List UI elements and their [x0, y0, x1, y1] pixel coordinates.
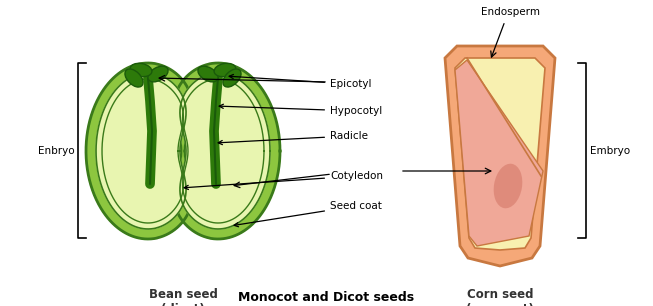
Text: Cotyledon: Cotyledon [184, 171, 383, 189]
Ellipse shape [223, 69, 241, 87]
Text: Bean seed
(dicot): Bean seed (dicot) [149, 288, 217, 306]
Polygon shape [174, 63, 280, 239]
Text: Hypocotyl: Hypocotyl [219, 104, 382, 116]
Polygon shape [180, 73, 270, 229]
Ellipse shape [214, 63, 236, 77]
Ellipse shape [198, 66, 218, 82]
Text: Corn seed
(monocot): Corn seed (monocot) [466, 288, 534, 306]
Text: Monocot and Dicot seeds: Monocot and Dicot seeds [238, 291, 414, 304]
Text: Epicotyl: Epicotyl [229, 74, 372, 89]
Ellipse shape [148, 66, 168, 82]
Ellipse shape [130, 63, 152, 77]
Text: Embryo: Embryo [590, 146, 630, 156]
Polygon shape [445, 46, 555, 266]
Text: Enbryo: Enbryo [39, 146, 75, 156]
Text: Endosperm: Endosperm [481, 7, 539, 17]
Text: Seed coat: Seed coat [234, 201, 382, 227]
Polygon shape [86, 63, 192, 239]
Polygon shape [96, 73, 186, 229]
Polygon shape [455, 60, 543, 246]
Ellipse shape [125, 69, 143, 87]
Ellipse shape [494, 164, 522, 208]
Text: Radicle: Radicle [218, 131, 368, 145]
Polygon shape [455, 58, 545, 250]
